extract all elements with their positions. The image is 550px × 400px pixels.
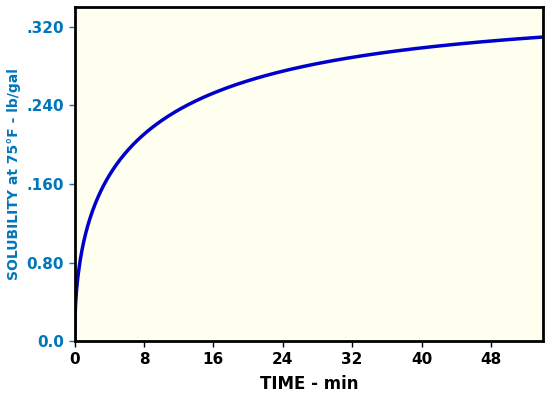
X-axis label: TIME - min: TIME - min (260, 375, 358, 393)
Y-axis label: SOLUBILITY at 75°F - lb/gal: SOLUBILITY at 75°F - lb/gal (7, 68, 21, 280)
